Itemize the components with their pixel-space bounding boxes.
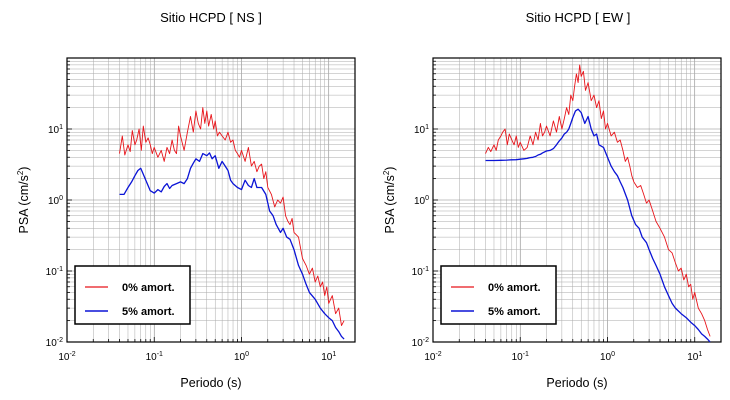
chart-panel-ew: Sitio HCPD [ EW ] 10-2 10-1 100 10110-210-1… xyxy=(382,10,722,390)
tick-exponent: -1 xyxy=(157,351,163,358)
tick-base: 10 xyxy=(412,338,424,349)
tick-exponent: 0 xyxy=(245,351,249,358)
x-tick-label: 101 xyxy=(687,351,702,363)
legend-box xyxy=(440,265,557,325)
x-tick-label: 101 xyxy=(321,351,336,363)
tick-base: 10 xyxy=(600,352,612,363)
chart-panel-ns: Sitio HCPD [ NS ] 10-2 10-1 100 10110-210-1… xyxy=(16,10,356,390)
y-tick-label: 10-1 xyxy=(46,266,63,278)
tick-exponent: -2 xyxy=(423,337,429,344)
legend-box xyxy=(74,265,191,325)
tick-base: 10 xyxy=(414,196,426,207)
legend: 0% amort. 5% amort. xyxy=(440,265,557,325)
tick-exponent: -1 xyxy=(57,266,63,273)
tick-base: 10 xyxy=(412,267,424,278)
series-layer xyxy=(485,64,711,343)
tick-base: 10 xyxy=(48,196,60,207)
series-line-1 xyxy=(485,108,711,343)
x-tick-label: 10-2 xyxy=(424,351,441,363)
tick-exponent: -2 xyxy=(435,351,441,358)
tick-exponent: 0 xyxy=(611,351,615,358)
y-tick-label: 10-2 xyxy=(46,337,63,349)
tick-base: 10 xyxy=(512,352,524,363)
tick-base: 10 xyxy=(48,125,60,136)
tick-exponent: 1 xyxy=(425,124,429,131)
y-axis-label-end: ) xyxy=(17,167,31,171)
tick-base: 10 xyxy=(46,267,58,278)
tick-exponent: 0 xyxy=(425,195,429,202)
tick-base: 10 xyxy=(687,352,699,363)
tick-exponent: 0 xyxy=(59,195,63,202)
y-axis-label: PSA (cm/s2) xyxy=(16,167,31,234)
tick-base: 10 xyxy=(146,352,158,363)
tick-base: 10 xyxy=(424,352,436,363)
legend-label-0: 0% amort. xyxy=(488,282,541,294)
series-layer xyxy=(119,107,345,340)
y-tick-label: 10-2 xyxy=(412,337,429,349)
tick-exponent: 1 xyxy=(332,351,336,358)
tick-base: 10 xyxy=(46,338,58,349)
series-line-0 xyxy=(119,107,345,327)
x-tick-label: 100 xyxy=(234,351,249,363)
x-tick-label: 10-2 xyxy=(58,351,75,363)
tick-base: 10 xyxy=(321,352,333,363)
tick-exponent: -2 xyxy=(69,351,75,358)
legend-label-1: 5% amort. xyxy=(122,306,175,318)
tick-exponent: 1 xyxy=(698,351,702,358)
series-line-1 xyxy=(119,152,345,340)
y-tick-label: 100 xyxy=(414,195,429,207)
y-tick-label: 101 xyxy=(414,124,429,136)
y-axis-label-end: ) xyxy=(383,167,397,171)
tick-exponent: 1 xyxy=(59,124,63,131)
y-axis-label-main: PSA (cm/s xyxy=(383,175,397,233)
x-tick-label: 10-1 xyxy=(146,351,163,363)
chart-title: Sitio HCPD [ NS ] xyxy=(160,10,262,25)
y-tick-label: 101 xyxy=(48,124,63,136)
y-axis-label-sup: 2 xyxy=(16,170,25,175)
y-tick-label: 100 xyxy=(48,195,63,207)
tick-base: 10 xyxy=(58,352,70,363)
legend-label-1: 5% amort. xyxy=(488,306,541,318)
legend-label-0: 0% amort. xyxy=(122,282,175,294)
legend: 0% amort. 5% amort. xyxy=(74,265,191,325)
tick-exponent: -1 xyxy=(423,266,429,273)
tick-exponent: -1 xyxy=(523,351,529,358)
y-axis-label: PSA (cm/s2) xyxy=(382,167,397,234)
y-tick-label: 10-1 xyxy=(412,266,429,278)
y-axis-label-main: PSA (cm/s xyxy=(17,175,31,233)
chart-title: Sitio HCPD [ EW ] xyxy=(526,10,631,25)
x-axis-label: Periodo (s) xyxy=(546,376,607,390)
tick-exponent: -2 xyxy=(57,337,63,344)
series-line-0 xyxy=(485,64,711,337)
x-axis-label: Periodo (s) xyxy=(180,376,241,390)
tick-base: 10 xyxy=(414,125,426,136)
grid xyxy=(66,58,356,343)
tick-base: 10 xyxy=(234,352,246,363)
x-tick-label: 100 xyxy=(600,351,615,363)
y-axis-label-sup: 2 xyxy=(382,170,391,175)
x-tick-label: 10-1 xyxy=(512,351,529,363)
